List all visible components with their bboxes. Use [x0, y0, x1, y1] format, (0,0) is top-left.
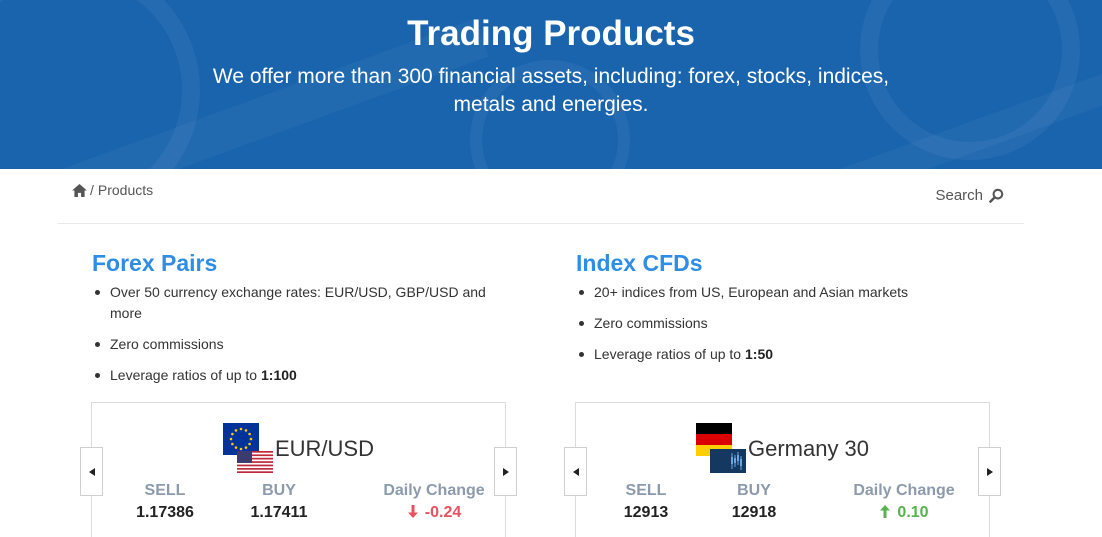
page-subtitle: We offer more than 300 financial assets,… [212, 65, 890, 116]
sell-price: 12913 [623, 504, 669, 521]
chevron-right-icon [986, 467, 993, 476]
daily-change-stat: Daily Change -0.24 [374, 481, 494, 524]
index-flags [695, 423, 748, 475]
arrow-up-icon [880, 505, 891, 518]
instrument-name: Germany 30 [747, 436, 870, 461]
section-heading: Forex Pairs [92, 250, 218, 276]
buy-label: BUY [737, 482, 771, 499]
currency-flags [222, 423, 275, 475]
feature-list: Over 50 currency exchange rates: EUR/USD… [92, 282, 512, 386]
buy-price: 12918 [731, 504, 777, 521]
index-cfds-section: Index CFDs 20+ indices from US, European… [576, 249, 996, 375]
breadcrumb-separator: / [90, 182, 94, 198]
home-icon[interactable] [72, 183, 87, 197]
list-item: Leverage ratios of up to 1:100 [92, 365, 512, 386]
breadcrumb-current: Products [97, 182, 154, 198]
list-item-text: Leverage ratios of up to [110, 367, 261, 383]
quote-card-germany30: Germany 30 SELL 12913 BUY 12918 Daily Ch… [575, 402, 990, 537]
quote-card-title: Germany 30 [576, 423, 989, 475]
buy-stat: BUY 12918 [719, 481, 789, 524]
list-item: Zero commissions [576, 313, 996, 334]
eu-flag-icon [222, 423, 259, 455]
page-title: Trading Products [407, 14, 695, 53]
daily-change-value: 0.10 [844, 502, 964, 524]
daily-change-label: Daily Change [853, 482, 955, 499]
daily-change-stat: Daily Change 0.10 [844, 481, 964, 524]
daily-change-label: Daily Change [383, 482, 485, 499]
feature-list: 20+ indices from US, European and Asian … [576, 282, 996, 365]
forex-next-button[interactable] [494, 447, 517, 496]
list-item: Zero commissions [92, 334, 512, 355]
section-heading: Index CFDs [576, 250, 703, 276]
sell-label: SELL [625, 482, 667, 499]
chevron-left-icon [88, 467, 95, 476]
sell-label: SELL [144, 482, 186, 499]
sell-stat: SELL 12913 [611, 481, 681, 524]
quote-card-eurusd: EUR/USD SELL 1.17386 BUY 1.17411 Daily C… [91, 402, 506, 537]
quote-stats: SELL 12913 BUY 12918 Daily Change 0.10 [576, 481, 989, 524]
leverage-value: 1:100 [261, 367, 297, 383]
list-item: 20+ indices from US, European and Asian … [576, 282, 996, 303]
us-flag-icon [236, 451, 273, 473]
hero-banner: Trading Products We offer more than 300 … [0, 0, 1102, 169]
index-prev-button[interactable] [564, 447, 587, 496]
search-label: Search [935, 187, 983, 204]
buy-price: 1.17411 [250, 504, 308, 521]
list-item: Over 50 currency exchange rates: EUR/USD… [92, 282, 512, 324]
buy-label: BUY [262, 482, 296, 499]
index-chart-icon [709, 449, 746, 473]
index-next-button[interactable] [978, 447, 1001, 496]
list-item: Leverage ratios of up to 1:50 [576, 344, 996, 365]
forex-pairs-section: Forex Pairs Over 50 currency exchange ra… [92, 249, 512, 396]
instrument-name: EUR/USD [274, 436, 374, 461]
chevron-right-icon [502, 467, 509, 476]
leverage-value: 1:50 [745, 346, 774, 362]
sell-stat: SELL 1.17386 [130, 481, 200, 524]
forex-prev-button[interactable] [80, 447, 103, 496]
quote-card-title: EUR/USD [92, 423, 505, 475]
daily-change-number: -0.24 [424, 504, 462, 521]
search-button[interactable]: Search [935, 187, 1004, 204]
buy-stat: BUY 1.17411 [244, 481, 314, 524]
daily-change-number: 0.10 [897, 504, 929, 521]
breadcrumb: / Products [72, 182, 153, 198]
arrow-down-icon [407, 505, 418, 518]
chevron-left-icon [572, 467, 579, 476]
breadcrumb-bar: / Products Search [58, 169, 1024, 224]
quote-stats: SELL 1.17386 BUY 1.17411 Daily Change -0… [92, 481, 505, 524]
search-icon [989, 188, 1004, 203]
daily-change-value: -0.24 [374, 502, 494, 524]
list-item-text: Leverage ratios of up to [594, 346, 745, 362]
sell-price: 1.17386 [136, 504, 194, 521]
